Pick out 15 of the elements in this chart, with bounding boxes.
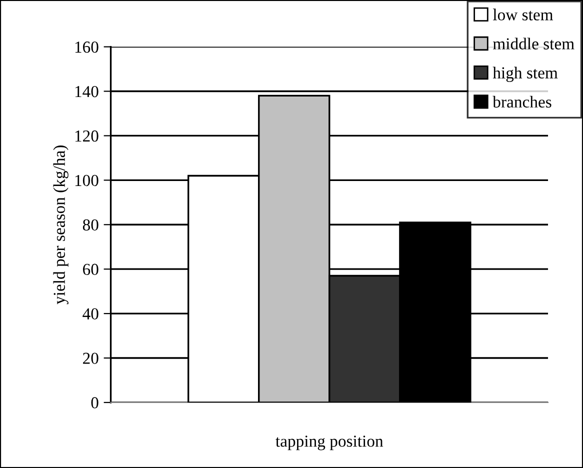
- y-tick-label: 60: [83, 264, 98, 276]
- y-tick-label: 80: [82, 219, 98, 231]
- legend-label: middle stem: [493, 38, 574, 50]
- legend-label: high stem: [492, 66, 558, 82]
- y-tick-label: 20: [83, 352, 98, 364]
- y-tick-label: 40: [82, 308, 98, 320]
- x-axis-title: tapping position: [276, 436, 384, 450]
- legend-label: branches: [492, 96, 552, 108]
- y-tick-label: 140: [75, 86, 98, 98]
- y-tick-label: 0: [91, 397, 98, 408]
- y-axis-title: yield per season (kg/ha): [53, 146, 68, 304]
- y-tick-label: 160: [75, 42, 98, 53]
- legend-label: low stem: [492, 8, 554, 20]
- y-tick-label: 120: [75, 130, 98, 142]
- y-tick-label: 100: [75, 174, 98, 186]
